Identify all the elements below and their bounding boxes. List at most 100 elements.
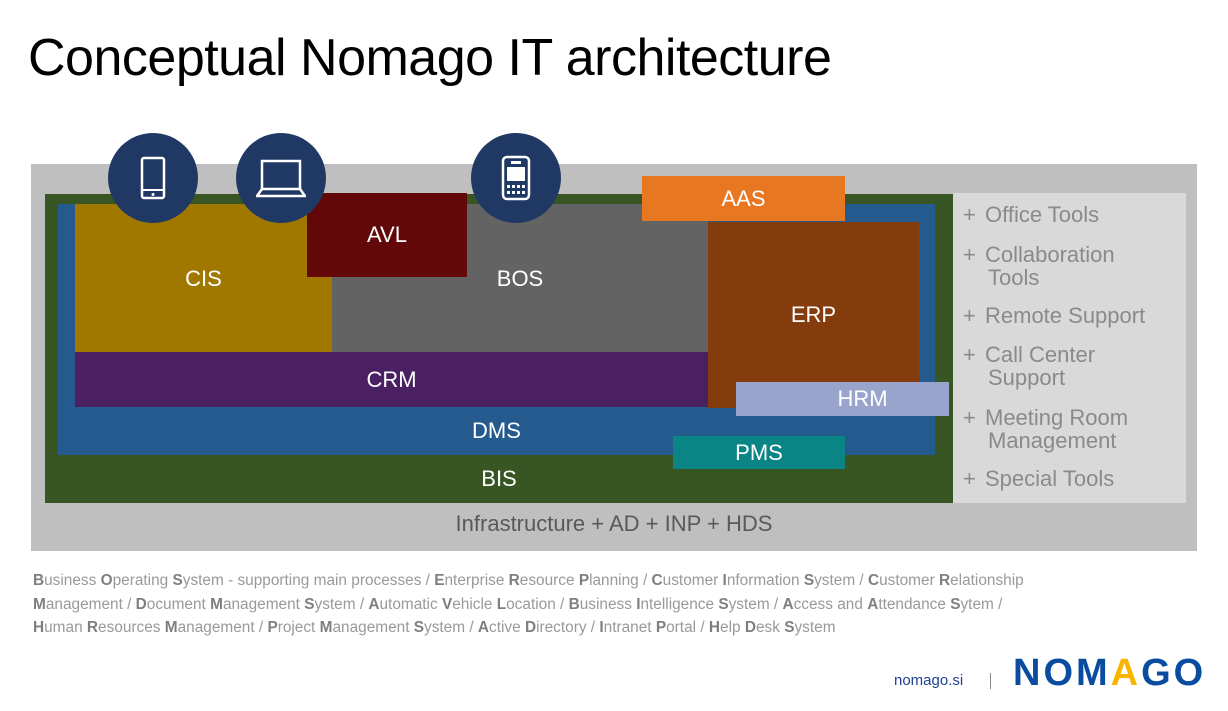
glossary-initial: E [434,572,445,589]
glossary-initial: S [413,619,425,636]
page-title: Conceptual Nomago IT architecture [28,29,832,87]
tool-label: Special Tools [985,466,1115,491]
smartphone-icon [140,156,166,200]
glossary-initial: A [782,595,794,613]
glossary-initial: S [950,595,961,613]
glossary-initial: S [784,619,795,636]
tool-label-cont: Management [988,428,1117,453]
aas-block: AAS [642,176,845,221]
glossary-text: ustomer [879,572,939,589]
glossary-text: esources [98,619,165,636]
glossary-text: ehicle [452,595,497,613]
erp-label: ERP [790,302,837,327]
glossary-initial: V [441,595,453,613]
glossary-initial: S [172,572,183,589]
glossary-text: ystem [794,619,836,636]
pms-label: PMS [735,439,783,465]
glossary-text: ystem / [728,595,783,613]
glossary-initial: I [722,572,727,589]
glossary-initial: R [508,572,520,589]
plus-icon: + [963,466,976,491]
hrm-block: HRM [736,382,949,416]
handheld-terminal-icon [501,155,531,201]
tool-label: Call Center [985,342,1096,367]
glossary-initial: B [568,595,580,613]
handheld-device [471,133,561,223]
tool-label: Collaboration [985,242,1115,267]
glossary-initial: I [599,619,604,636]
bis-label: BIS [481,466,517,491]
glossary-text: esource [519,572,579,589]
glossary-line: Business Operating System - supporting m… [33,569,1024,593]
glossary-initial: A [368,595,380,613]
erp-block: ERP [708,222,919,408]
glossary-text: anagement [332,619,414,636]
glossary-initial: M [33,595,46,613]
footer-divider [990,673,991,689]
laptop-icon [256,159,306,198]
glossary-text: ystem / [314,595,369,613]
tool-label-cont: Tools [988,265,1040,290]
glossary-initial: H [33,619,45,636]
glossary-initial: H [708,619,721,636]
glossary-initial: O [100,572,113,589]
glossary-text: nterprise [444,572,509,589]
glossary-initial: D [524,619,537,636]
hrm-label: HRM [837,386,888,411]
glossary-text: ocation / [506,595,569,613]
glossary-text: ocument [146,595,211,613]
glossary-initial: C [651,572,663,589]
glossary-text: ystem / [814,572,868,589]
glossary-initial: A [867,595,879,613]
avl-label: AVL [367,222,407,247]
glossary-text: perating [112,572,173,589]
glossary-initial: I [636,595,641,613]
plus-icon: + [963,405,976,430]
glossary-text: usiness [579,595,637,613]
logo-accent-letter: A [1110,652,1142,694]
crm-label: CRM [366,366,417,392]
glossary-initial: A [477,619,490,636]
glossary-initial: R [86,619,99,636]
glossary-text: ystem / [424,619,478,636]
glossary-text: ytem / [960,595,1003,613]
smartphone-device [108,133,198,223]
glossary-initial: M [164,619,178,636]
glossary-text: roject [277,619,320,636]
plus-icon: + [963,342,976,367]
tools-panel: + Office Tools + Collaboration Tools + Remote … [953,193,1186,503]
tool-label: Meeting Room [985,405,1129,430]
glossary-initial: C [867,572,880,589]
logo-text: NOM [1013,652,1111,694]
glossary-initial: S [803,572,815,589]
glossary-initial: R [938,572,951,589]
glossary-text: ttendance [878,595,951,613]
glossary-initial: B [33,572,45,589]
glossary-text: elp [720,619,745,636]
dms-label: DMS [472,418,521,443]
glossary-text: ystem - supporting main processes / [182,572,435,589]
glossary-text: utomatic [379,595,442,613]
glossary-text: usiness [44,572,101,589]
glossary-initial: P [578,572,590,589]
tool-item: + Collaboration Tools [963,243,1115,289]
glossary-initial: D [744,619,756,636]
plus-icon: + [963,202,976,227]
tool-label-cont: Support [988,365,1066,390]
glossary-text: anagement [222,595,305,613]
tool-label: Office Tools [985,202,1100,227]
avl-block: AVL [307,193,467,277]
glossary-text: anagement / [177,619,268,636]
glossary-text: ortal / [666,619,709,636]
pms-block: PMS [673,436,845,469]
glossary-text: ntelligence [640,595,719,613]
aas-label: AAS [721,185,766,211]
glossary-initial: S [718,595,729,613]
glossary-text: ccess and [793,595,868,613]
website-link[interactable]: nomago.si [894,672,964,689]
tool-item: + Office Tools [963,203,1099,226]
glossary-initial: S [304,595,315,613]
glossary-initial: M [210,595,223,613]
glossary-initial: M [319,619,333,636]
glossary-text: lanning / [589,572,652,589]
